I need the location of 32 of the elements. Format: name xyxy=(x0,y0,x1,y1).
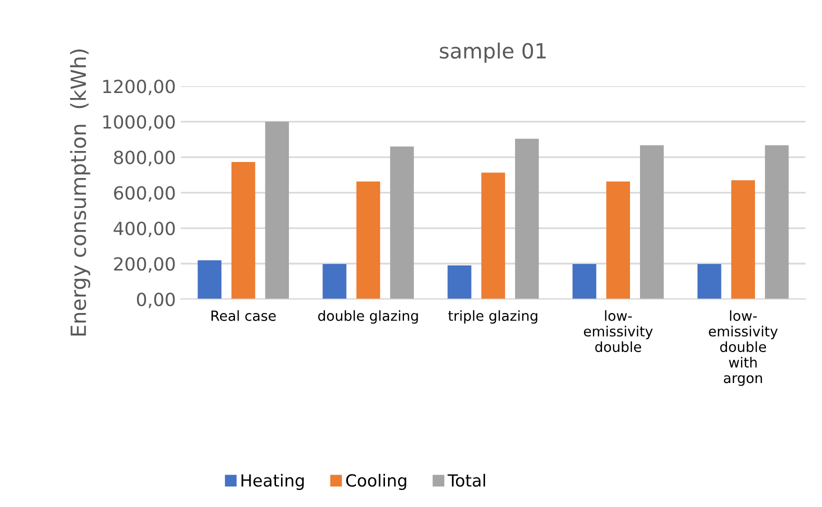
bar xyxy=(640,145,664,300)
y-tick-label: 400,00 xyxy=(114,222,175,238)
bar xyxy=(448,265,472,300)
bar xyxy=(322,264,346,300)
bar xyxy=(356,181,380,300)
bar xyxy=(764,145,789,300)
y-tick-label: 1000,00 xyxy=(103,115,175,131)
bar xyxy=(481,172,506,300)
bar xyxy=(265,122,289,300)
bar xyxy=(731,180,755,300)
bar xyxy=(572,264,596,300)
x-tick-label: double glazing xyxy=(318,310,418,324)
legend-label: Total xyxy=(448,474,486,487)
x-tick-label: low- emissivity double xyxy=(584,310,653,352)
y-tick-label: 600,00 xyxy=(114,186,175,202)
y-axis-title: Energy consumption (kWh) xyxy=(70,50,90,336)
x-tick-label: low- emissivity double with argon xyxy=(708,310,778,386)
legend-label: Heating xyxy=(242,474,304,490)
y-tick-label: 1200,00 xyxy=(103,80,175,96)
bar xyxy=(231,162,256,300)
legend-label: Cooling xyxy=(346,474,406,490)
bar xyxy=(390,146,414,300)
bar xyxy=(198,260,222,300)
chart-title: sample 01 xyxy=(440,42,546,63)
y-tick-label: 200,00 xyxy=(114,257,175,273)
x-tick-label: triple glazing xyxy=(448,310,538,324)
bar xyxy=(697,264,722,300)
x-tick-label: Real case xyxy=(212,310,276,321)
bar xyxy=(515,138,539,300)
bar xyxy=(606,181,630,300)
y-tick-label: 0,00 xyxy=(136,292,175,308)
y-tick-label: 800,00 xyxy=(114,150,175,166)
